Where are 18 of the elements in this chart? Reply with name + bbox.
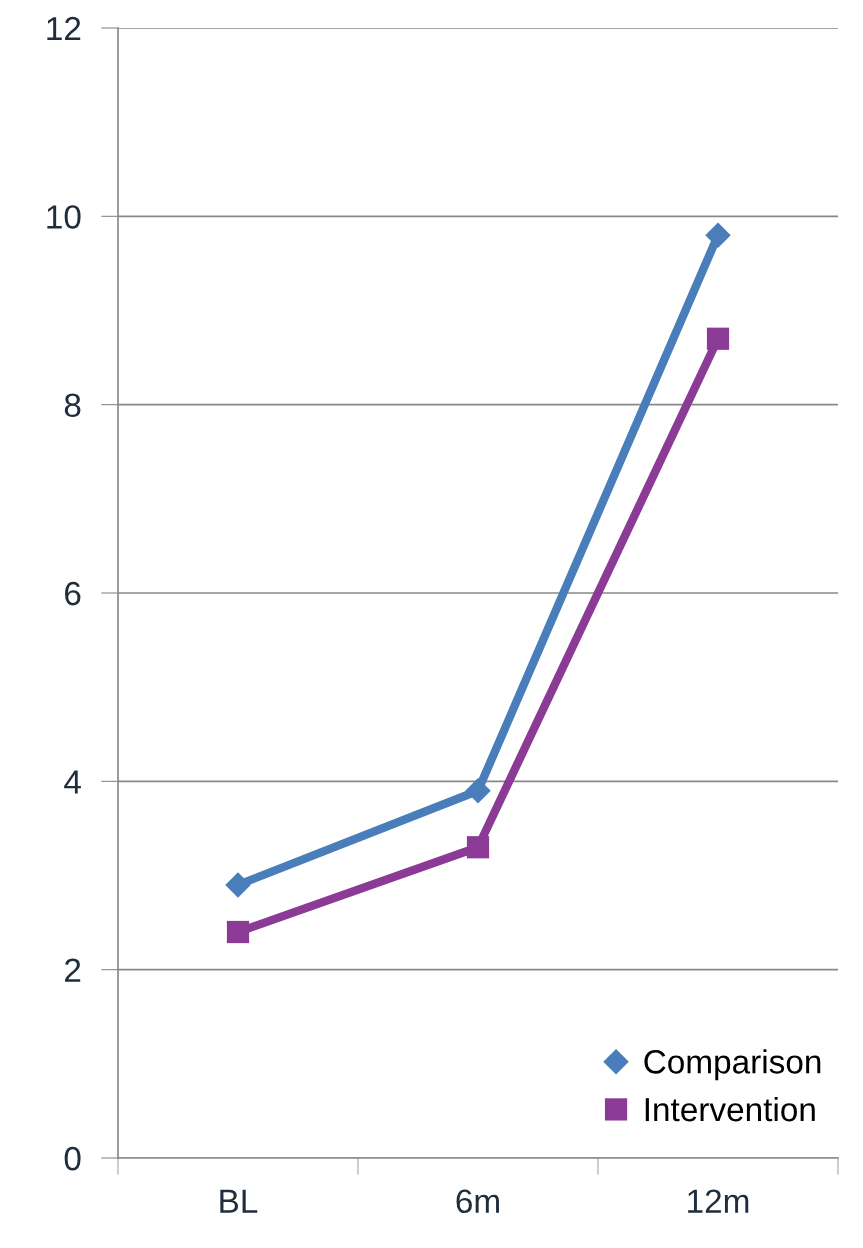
point — [465, 777, 491, 804]
point — [706, 327, 730, 350]
y-tick-label: 0 — [64, 1146, 81, 1171]
x-tick-label: 12m — [688, 1189, 749, 1213]
point — [466, 836, 490, 859]
y-tick-label: 8 — [64, 393, 81, 418]
point — [226, 920, 250, 944]
legend-label: Comparison — [644, 1049, 821, 1081]
x-tick-label: BL — [220, 1189, 258, 1213]
y-tick-label: 10 — [47, 205, 81, 229]
y-tick-label: 12 — [47, 16, 81, 41]
y-tick-label: 6 — [65, 581, 81, 606]
y-tick-label: 4 — [64, 770, 81, 794]
point — [225, 872, 251, 898]
y-tick-label: 2 — [65, 958, 81, 982]
point — [705, 222, 731, 248]
x-tick-label: 6m — [456, 1189, 499, 1214]
legend-label: Intervention — [645, 1096, 815, 1122]
